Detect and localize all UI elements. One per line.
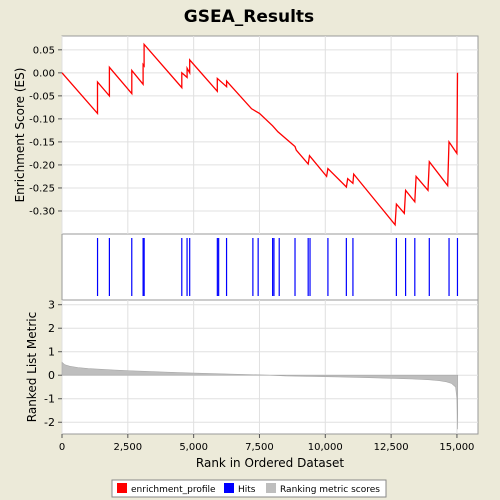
x-tick-label: 0 xyxy=(59,442,65,453)
metric-tick-label: -2 xyxy=(44,416,55,429)
legend-box xyxy=(111,479,387,498)
legend: enrichment_profile Hits Ranking metric s… xyxy=(111,479,387,498)
metric-tick-label: 1 xyxy=(48,346,55,359)
metric-tick-label: 2 xyxy=(48,322,55,335)
es-tick-label: -0.25 xyxy=(29,183,55,194)
es-tick-label: -0.05 xyxy=(29,91,55,102)
x-ticks: 0 2,500 5,000 7,500 10,000 12,500 15,000 xyxy=(59,434,474,453)
metric-fill xyxy=(61,361,459,430)
es-tick-label: 0.00 xyxy=(33,68,55,79)
es-tick-label: -0.20 xyxy=(29,160,55,171)
x-tick-label: 5,000 xyxy=(179,442,208,453)
x-tick-label: 15,000 xyxy=(439,442,474,453)
legend-label-hits: Hits xyxy=(238,485,256,495)
metric-panel xyxy=(61,299,479,435)
es-tick-label: -0.10 xyxy=(29,114,55,125)
metric-tick-label: 0 xyxy=(48,369,55,382)
hit-marks xyxy=(96,238,459,296)
legend-label-enrichment-profile: enrichment_profile xyxy=(131,485,216,495)
x-tick-label: 12,500 xyxy=(374,442,409,453)
es-grid xyxy=(61,36,478,234)
legend-swatch-ranking-metric xyxy=(266,483,276,493)
es-line-group xyxy=(61,42,459,227)
es-tick-label: 0.05 xyxy=(33,45,55,56)
x-tick-label: 2,500 xyxy=(114,442,143,453)
metric-ticks: 3 2 1 0 -1 -2 xyxy=(44,299,62,429)
legend-swatch-enrichment-profile xyxy=(117,483,127,493)
legend-label-ranking-metric: Ranking metric scores xyxy=(280,485,380,495)
es-panel xyxy=(61,35,479,235)
es-ticks: 0.05 0.00 -0.05 -0.10 -0.15 -0.20 -0.25 -0.30 xyxy=(29,45,62,217)
metric-tick-label: 3 xyxy=(48,299,55,312)
legend-swatch-hits xyxy=(224,483,234,493)
metric-area xyxy=(61,361,459,430)
chart-title: GSEA_Results xyxy=(184,7,314,27)
x-tick-label: 10,000 xyxy=(308,442,343,453)
metric-grid xyxy=(61,300,478,434)
x-tick-label: 7,500 xyxy=(245,442,274,453)
es-line xyxy=(61,42,459,227)
x-axis-label: Rank in Ordered Dataset xyxy=(196,456,344,470)
es-y-axis-label: Enrichment Score (ES) xyxy=(13,68,27,203)
metric-y-axis-label: Ranked List Metric xyxy=(25,312,39,422)
metric-tick-label: -1 xyxy=(44,393,55,406)
es-tick-label: -0.15 xyxy=(29,137,55,148)
es-tick-label: -0.30 xyxy=(29,206,55,217)
hits-panel xyxy=(61,233,479,301)
